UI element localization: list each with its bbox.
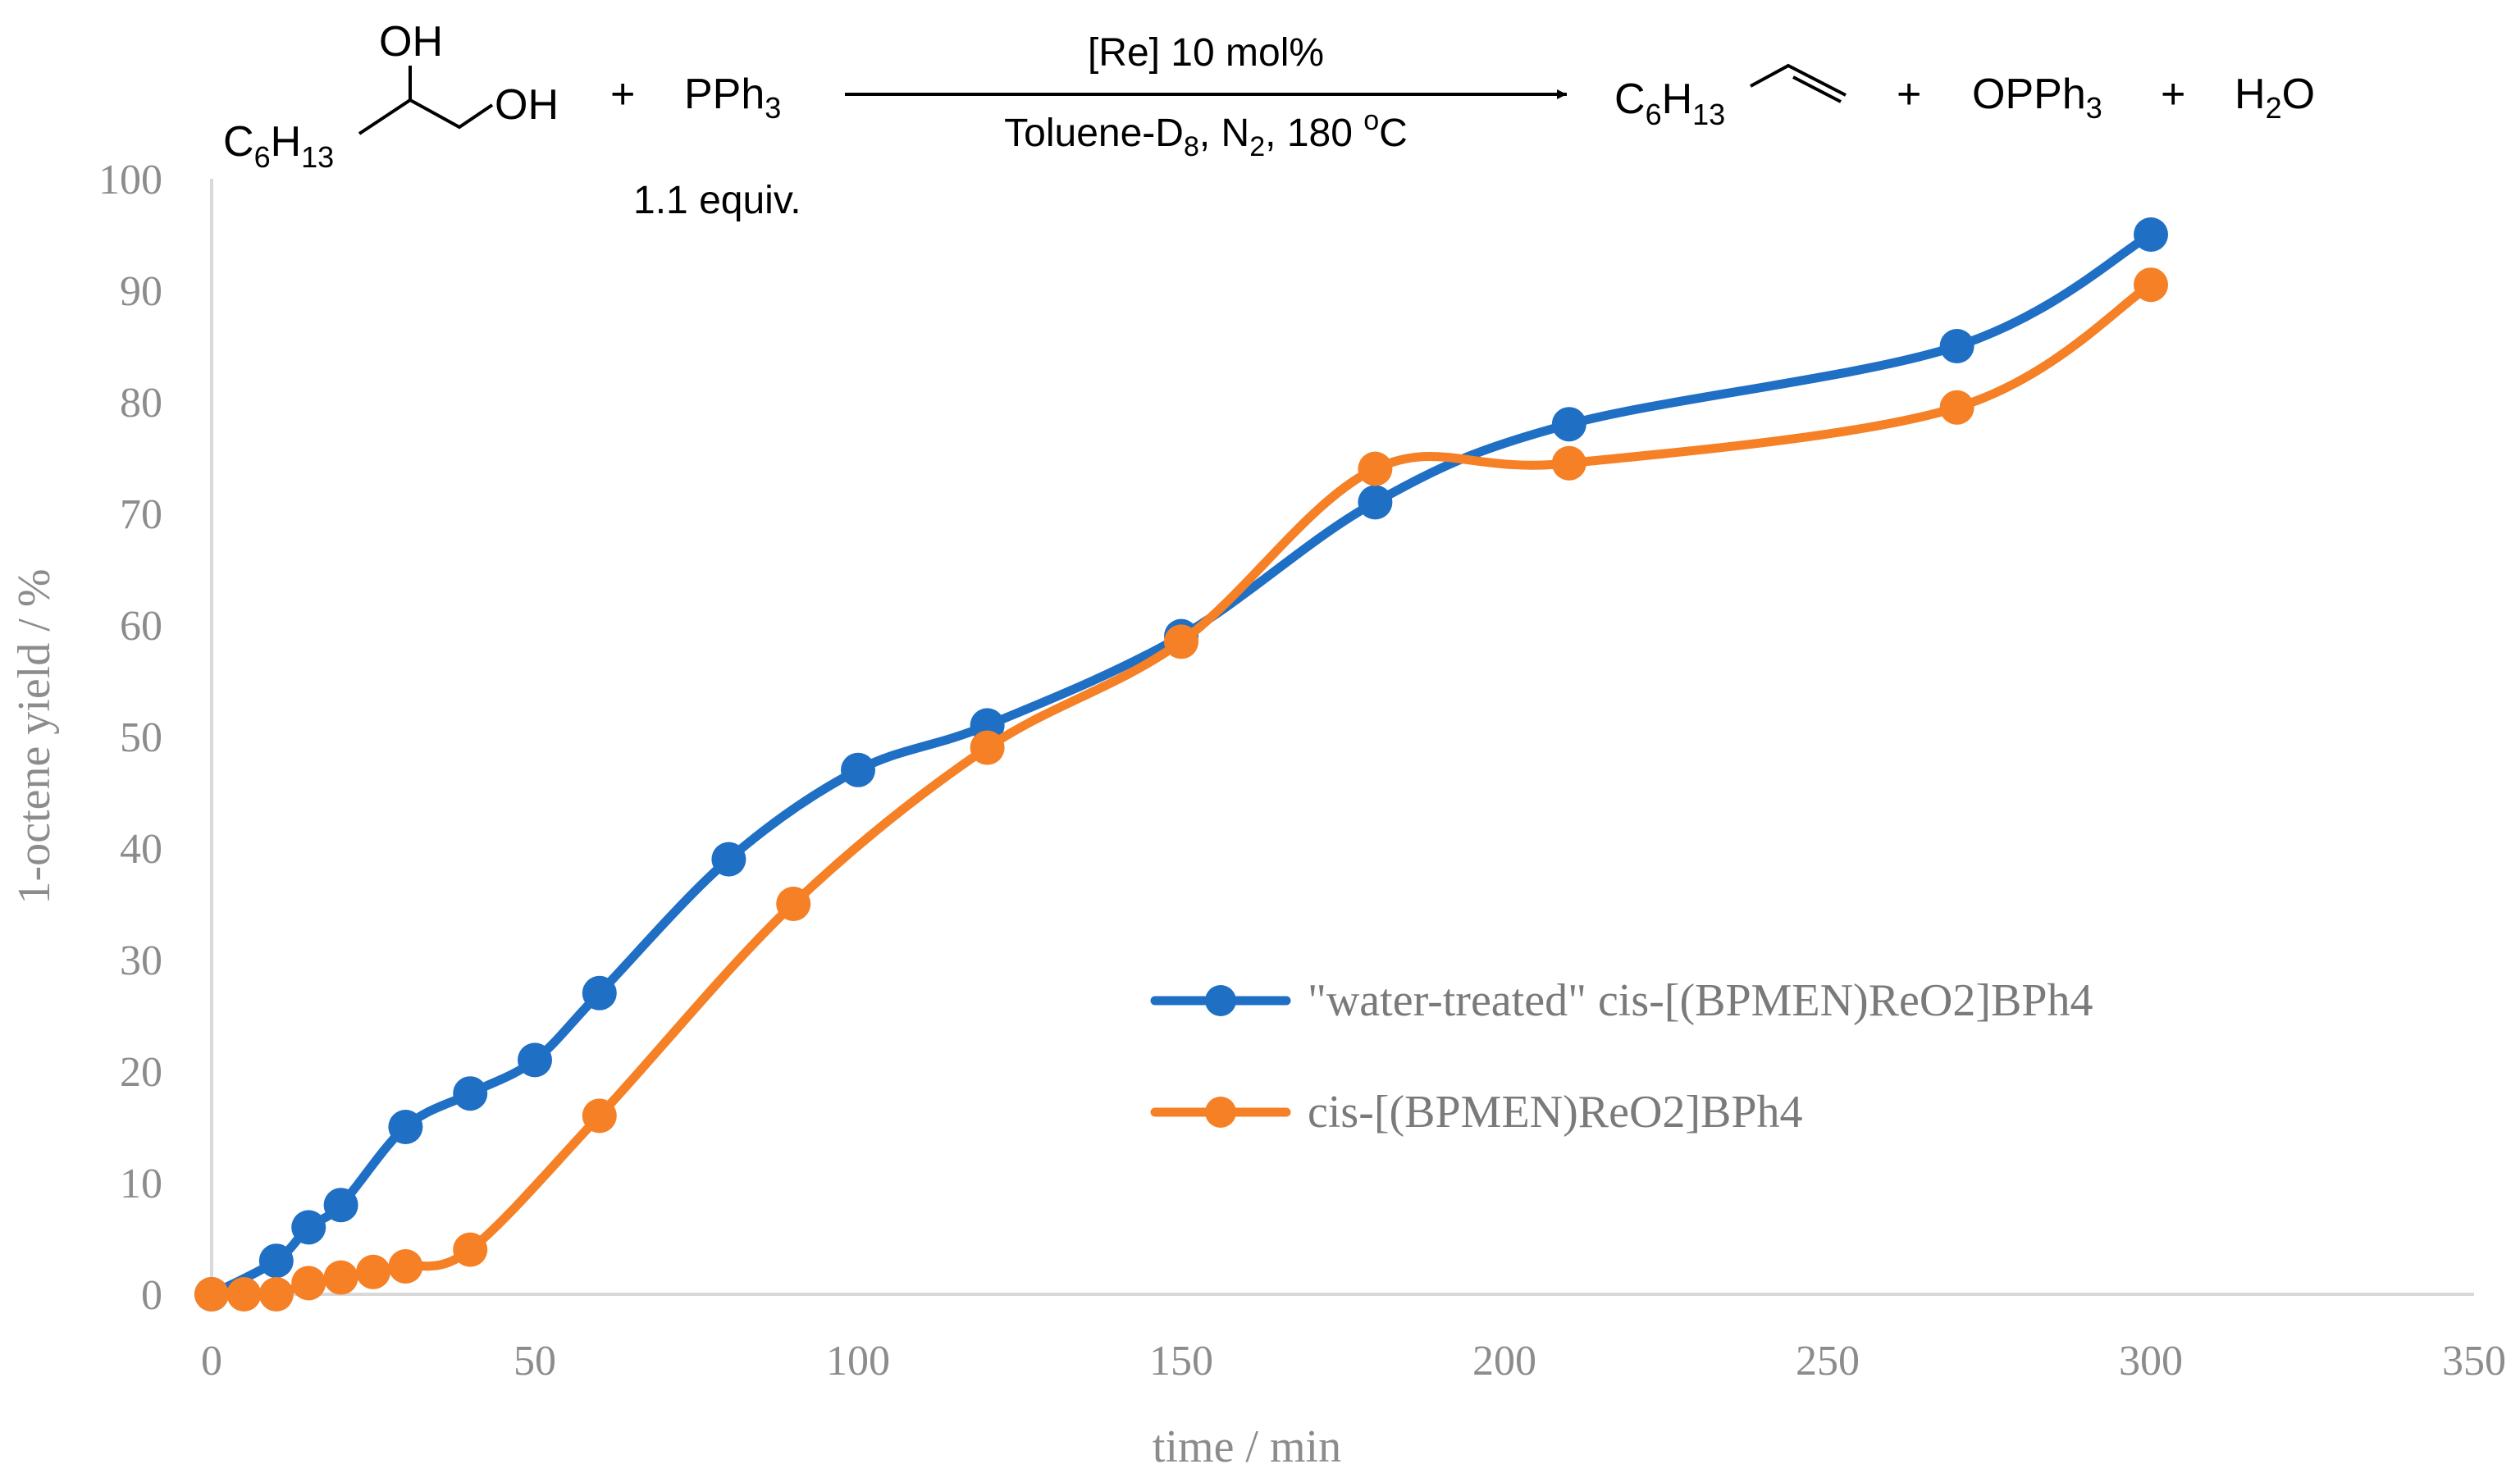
- y-tick-label: 0: [141, 1272, 162, 1319]
- x-tick-label: 150: [1149, 1338, 1213, 1384]
- data-point: [388, 1249, 423, 1284]
- x-tick-label: 250: [1796, 1338, 1860, 1384]
- data-point: [323, 1260, 358, 1295]
- reactant-chain-label: C6H13: [223, 118, 334, 174]
- y-tick-labels: 0 10 20 30 40 50 60 70 80 90 100: [98, 157, 162, 1319]
- series-line: [207, 230, 2156, 1299]
- reagent-pph3: PPh3: [684, 71, 781, 125]
- chart: 0 10 20 30 40 50 60 70 80 90 100 0 50 100 150 200 250 30…: [9, 157, 2506, 1472]
- series-2: [194, 267, 2168, 1311]
- plus-sign-2: +: [1897, 71, 1921, 118]
- x-tick-label: 0: [201, 1338, 222, 1384]
- series-1: [194, 217, 2168, 1311]
- x-tick-labels: 0 50 100 150 200 250 300 350: [201, 1338, 2506, 1384]
- y-tick-label: 10: [120, 1161, 162, 1207]
- legend-label-untreated: cis-[(BPMEN)ReO2]BPh4: [1308, 1087, 1803, 1138]
- reactant-oh-right: OH: [495, 81, 559, 129]
- y-tick-label: 100: [98, 157, 162, 203]
- data-point: [258, 1243, 294, 1279]
- condition-solvent: Toluene-D8, N2, 180 oC: [1004, 105, 1408, 162]
- data-point: [1551, 445, 1586, 481]
- x-tick-label: 200: [1472, 1338, 1536, 1384]
- data-point: [582, 1098, 617, 1134]
- data-point: [258, 1277, 294, 1311]
- data-point: [776, 887, 811, 921]
- x-tick-label: 350: [2442, 1338, 2506, 1384]
- y-tick-label: 20: [120, 1049, 162, 1096]
- byproduct-opph3: OPPh3: [1972, 71, 2102, 125]
- x-tick-label: 300: [2119, 1338, 2183, 1384]
- data-point: [226, 1277, 262, 1311]
- data-point: [1939, 329, 1974, 363]
- data-point: [970, 730, 1005, 765]
- data-point: [291, 1210, 326, 1245]
- data-point: [194, 1277, 229, 1311]
- y-tick-label: 50: [120, 714, 162, 761]
- y-tick-label: 80: [120, 380, 162, 427]
- y-tick-label: 30: [120, 937, 162, 984]
- x-axis-title: time / min: [1153, 1421, 1341, 1472]
- condition-catalyst: [Re] 10 mol%: [1088, 31, 1324, 75]
- product-skeleton-bonds: [1750, 63, 1847, 97]
- product-double-bond: [1792, 75, 1842, 103]
- data-point: [582, 975, 617, 1010]
- plus-sign-3: +: [2161, 71, 2185, 118]
- data-point: [711, 842, 746, 877]
- byproduct-water: H2O: [2235, 71, 2315, 125]
- legend-marker-untreated: [1205, 1097, 1236, 1128]
- y-tick-label: 40: [120, 826, 162, 873]
- data-point: [323, 1188, 358, 1223]
- series-line: [207, 280, 2156, 1300]
- data-point: [841, 752, 875, 787]
- data-point: [1358, 485, 1393, 520]
- x-tick-label: 100: [826, 1338, 890, 1384]
- data-point: [518, 1042, 552, 1078]
- x-tick-label: 50: [514, 1338, 556, 1384]
- data-point: [1358, 451, 1393, 486]
- data-point: [1551, 407, 1586, 442]
- legend-entry-untreated: cis-[(BPMEN)ReO2]BPh4: [1150, 1087, 1803, 1138]
- data-point: [1164, 624, 1198, 659]
- series-layer: [194, 217, 2168, 1311]
- data-point: [453, 1232, 488, 1267]
- data-point: [356, 1254, 390, 1289]
- data-point: [1939, 390, 1974, 425]
- product-octene: C6H13: [1614, 63, 1847, 131]
- legend: "water-treated" cis-[(BPMEN)ReO2]BPh4 ci…: [1150, 975, 2093, 1138]
- y-tick-label: 90: [120, 268, 162, 315]
- data-point: [388, 1110, 423, 1144]
- legend-label-water-treated: "water-treated" cis-[(BPMEN)ReO2]BPh4: [1308, 975, 2093, 1026]
- data-point: [453, 1076, 488, 1111]
- y-tick-label: 70: [120, 491, 162, 538]
- data-point: [2134, 217, 2168, 252]
- legend-marker-water-treated: [1205, 985, 1236, 1016]
- reactant-skeleton-bonds: [358, 98, 494, 135]
- plus-sign-1: +: [610, 71, 635, 118]
- reactant-diol: OH C6H13 OH: [223, 18, 559, 174]
- legend-entry-water-treated: "water-treated" cis-[(BPMEN)ReO2]BPh4: [1150, 975, 2093, 1026]
- data-point: [291, 1266, 326, 1301]
- y-axis-title: 1-octene yield / %: [9, 569, 60, 905]
- data-point: [2134, 267, 2168, 303]
- reactant-oh-top: OH: [379, 18, 443, 66]
- reaction-scheme: OH C6H13 OH + PPh3 1.1 equiv. [Re] 10 mo…: [223, 18, 2315, 222]
- reagent-equiv: 1.1 equiv.: [633, 179, 801, 222]
- y-tick-label: 60: [120, 603, 162, 650]
- product-chain-label: C6H13: [1614, 75, 1725, 131]
